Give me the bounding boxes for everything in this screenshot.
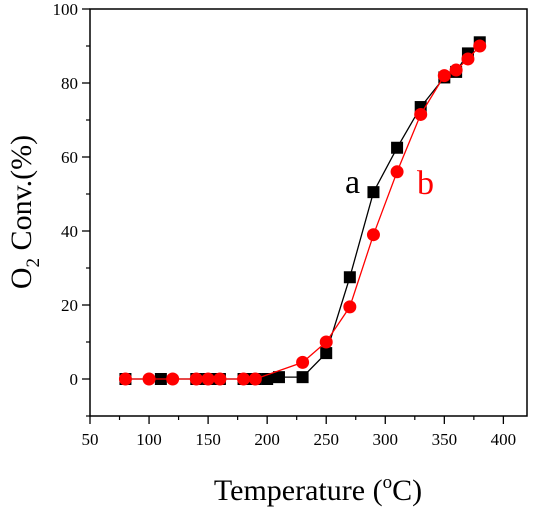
series-a-point <box>272 371 285 384</box>
series-b-point <box>118 372 132 386</box>
series-b-label: b <box>417 165 434 202</box>
x-tick-label: 200 <box>254 430 280 449</box>
x-tick-label: 50 <box>82 430 99 449</box>
series-b-point <box>296 355 310 369</box>
plot-frame <box>89 8 528 417</box>
x-tick-label: 100 <box>136 430 162 449</box>
series-layer <box>118 36 487 386</box>
series-a-line <box>125 41 481 380</box>
x-tick-label: 150 <box>195 430 221 449</box>
series-b-point <box>237 372 251 386</box>
series-b-point <box>473 39 487 53</box>
y-tick-label: 20 <box>61 296 78 315</box>
series-b-point <box>201 372 215 386</box>
series-a-point <box>296 371 309 384</box>
series-b-point <box>366 228 380 242</box>
series-b <box>118 39 487 386</box>
y-tick-label: 0 <box>70 370 79 389</box>
series-b-point <box>343 300 357 314</box>
series-b-point <box>166 372 180 386</box>
y-tick-label: 100 <box>53 0 79 19</box>
series-b-point <box>449 63 463 77</box>
y-tick-label: 80 <box>61 74 78 93</box>
series-a-label: a <box>345 164 360 201</box>
x-axis-title: Temperature (oC) <box>214 472 422 507</box>
x-axis-ticks: 50 100 150 200 250 300 350 400 <box>82 416 517 449</box>
series-b-point <box>414 107 428 121</box>
plot-axes <box>89 8 528 417</box>
x-tick-label: 400 <box>491 430 517 449</box>
y-tick-label: 40 <box>61 222 78 241</box>
series-b-point <box>142 372 156 386</box>
series-b-point <box>461 52 475 66</box>
x-tick-label: 350 <box>432 430 458 449</box>
x-tick-label: 250 <box>313 430 339 449</box>
series-b-point <box>390 165 404 179</box>
series-a-point <box>367 186 380 199</box>
y-tick-label: 60 <box>61 148 78 167</box>
x-tick-label: 300 <box>373 430 399 449</box>
y-axis-title: O2 Conv.(%) <box>5 135 44 289</box>
series-a <box>119 36 486 385</box>
series-a-point <box>320 347 333 360</box>
series-b-point <box>319 335 333 349</box>
series-a-point <box>391 141 404 154</box>
series-b-point <box>248 372 262 386</box>
series-b-point <box>213 372 227 386</box>
series-b-point <box>189 372 203 386</box>
y-axis-ticks: 0 20 40 60 80 100 <box>53 0 90 417</box>
series-a-point <box>343 271 356 284</box>
series-b-line <box>125 45 481 380</box>
series-b-point <box>437 69 451 83</box>
